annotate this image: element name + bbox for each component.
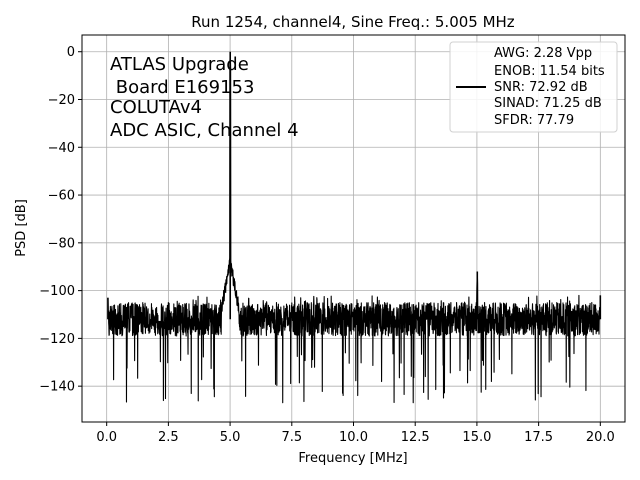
y-tick-label: 0 [67, 45, 75, 60]
y-tick-label: −60 [48, 189, 75, 204]
annotation-line: ADC ASIC, Channel 4 [110, 120, 299, 141]
x-tick-label: 0.0 [96, 430, 117, 445]
annotation-line: ATLAS Upgrade [110, 54, 249, 75]
chart-title: Run 1254, channel4, Sine Freq.: 5.005 MH… [191, 13, 515, 31]
x-tick-label: 15.0 [462, 430, 491, 445]
legend-entry: SNR: 72.92 dB [494, 80, 588, 95]
x-tick-label: 7.5 [281, 430, 302, 445]
y-tick-label: −40 [48, 141, 75, 156]
x-tick-label: 10.0 [339, 430, 368, 445]
annotation-line: Board E169153 [110, 77, 254, 98]
y-tick-label: −100 [39, 284, 75, 299]
x-tick-label: 5.0 [220, 430, 241, 445]
legend-entry: SINAD: 71.25 dB [494, 96, 602, 111]
legend-box [449, 41, 618, 133]
legend-entry: ENOB: 11.54 bits [494, 64, 605, 79]
x-tick-label: 20.0 [586, 430, 615, 445]
annotation-line: COLUTAv4 [110, 97, 202, 118]
x-tick-label: 17.5 [524, 430, 553, 445]
legend: AWG: 2.28 Vpp ENOB: 11.54 bits SNR: 72.9… [449, 41, 618, 133]
x-axis-label: Frequency [MHz] [298, 451, 407, 466]
legend-entry: SFDR: 77.79 [494, 113, 574, 128]
psd-series-line [107, 52, 601, 404]
annotation-text: ATLAS Upgrade Board E169153 COLUTAv4 ADC… [110, 54, 299, 141]
y-tick-label: −140 [39, 380, 75, 395]
x-tick-label: 12.5 [401, 430, 430, 445]
legend-entry: AWG: 2.28 Vpp [494, 46, 592, 61]
x-axis-ticks: 0.0 2.5 5.0 7.5 10.0 12.5 15.0 17.5 20.0 [96, 422, 615, 445]
y-tick-label: −20 [48, 93, 75, 108]
x-tick-label: 2.5 [158, 430, 179, 445]
y-axis-ticks: 0 −20 −40 −60 −80 −100 −120 −140 [39, 45, 82, 395]
y-tick-label: −80 [48, 236, 75, 251]
y-tick-label: −120 [39, 332, 75, 347]
psd-trace [107, 51, 602, 404]
y-axis-label: PSD [dB] [14, 199, 29, 257]
